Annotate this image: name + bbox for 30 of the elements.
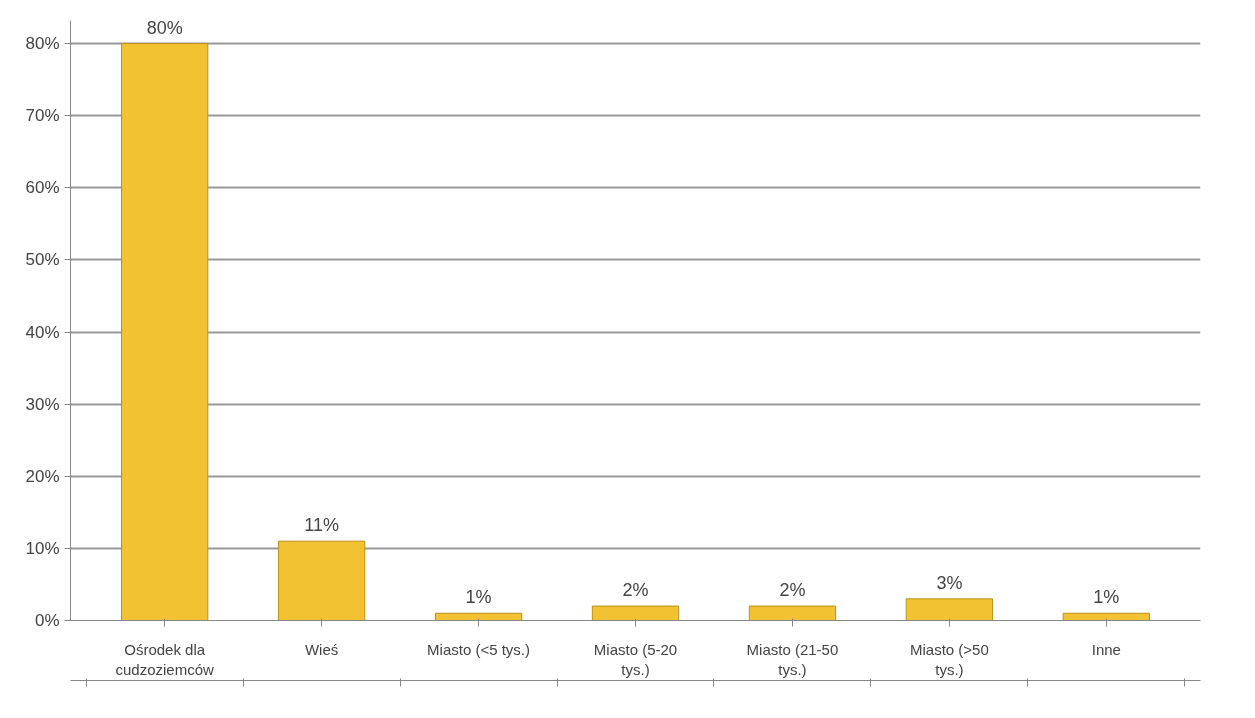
x-tick-label: Miasto (>50 tys.) — [910, 640, 989, 678]
data-label: 80% — [146, 17, 183, 38]
x-tick-label: Miasto (21-50 tys.) — [746, 640, 839, 678]
y-tick-label: 50% — [25, 250, 60, 270]
bar — [748, 605, 837, 621]
x-tick-label: Ośrodek dla cudzoziemców — [115, 640, 215, 678]
bar — [1062, 612, 1150, 621]
y-tick-label: 40% — [25, 322, 60, 342]
data-label: 1% — [465, 587, 492, 608]
y-tick-label: 60% — [25, 178, 60, 198]
bar — [905, 598, 994, 621]
x-tick-label: Miasto (5-20 tys.) — [593, 640, 678, 678]
bar — [121, 43, 209, 621]
data-label: 11% — [304, 515, 339, 536]
y-tick-label: 70% — [25, 106, 60, 126]
y-tick-label: 0% — [34, 611, 60, 630]
x-tick-label: Inne — [1091, 640, 1121, 658]
data-label: 2% — [779, 580, 806, 601]
y-tick-label: 80% — [25, 34, 60, 54]
data-label: 1% — [1093, 587, 1120, 608]
x-tick-label: Wieś — [304, 640, 339, 658]
y-tick-label: 30% — [25, 394, 60, 414]
y-tick-label: 10% — [25, 538, 60, 558]
x-tick-label: Miasto (<5 tys.) — [427, 640, 531, 658]
bar — [591, 605, 680, 621]
bar — [434, 612, 523, 621]
bar — [277, 540, 366, 621]
data-label: 2% — [622, 580, 649, 601]
data-label: 3% — [936, 572, 963, 593]
y-tick-label: 20% — [25, 466, 60, 486]
